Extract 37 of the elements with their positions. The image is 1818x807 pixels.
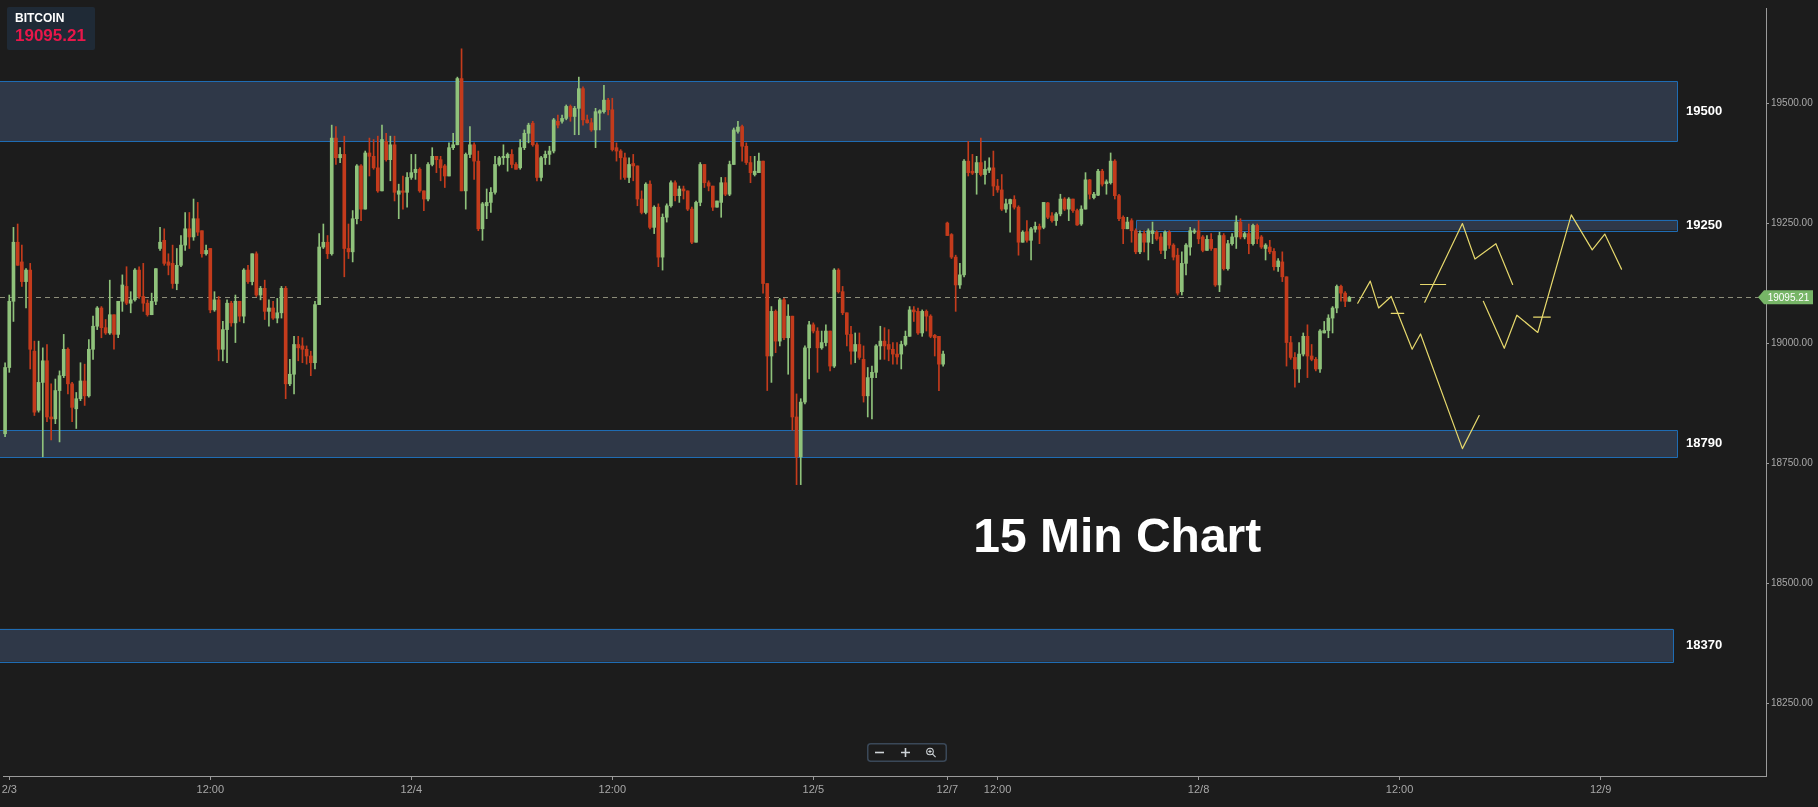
x-tick-label: 12/8: [1187, 782, 1210, 795]
candlestick: [752, 155, 757, 177]
x-tick-label: 12:00: [983, 782, 1012, 795]
candlestick: [1008, 198, 1012, 233]
y-tick-label: 18250.00: [1771, 696, 1814, 708]
candlestick: [396, 183, 401, 220]
candlestick: [895, 342, 899, 365]
x-tick-label: 12/5: [802, 782, 825, 795]
y-tick-label: 19250.00: [1771, 216, 1814, 228]
candlestick: [296, 335, 301, 362]
candlestick: [40, 347, 45, 458]
x-tick-label: 12/9: [1589, 782, 1612, 795]
y-tick-label: 19000.00: [1771, 336, 1814, 348]
chart-title: BITCOIN: [15, 11, 66, 26]
text: 19095.21: [15, 26, 86, 46]
y-tick-label: 18750.00: [1771, 456, 1814, 468]
candlestick: [267, 299, 271, 327]
candlestick: [338, 147, 342, 163]
x-tick-label: 12:00: [1385, 782, 1414, 795]
x-tick-label: 12/7: [936, 782, 959, 795]
x-tick-label: 12:00: [598, 782, 627, 795]
x-tick-label: 2/3: [1, 782, 17, 795]
candlestick: [631, 154, 636, 182]
candlestick: [401, 175, 405, 210]
candlestick: [886, 329, 891, 362]
band-label: 18790: [1686, 435, 1723, 451]
band-label: 18370: [1686, 636, 1723, 652]
y-tick-label: 19500.00: [1771, 96, 1814, 108]
band-label: 19250: [1686, 216, 1723, 232]
y-tick-label: 18500.00: [1771, 576, 1814, 588]
candlestick: [141, 263, 146, 312]
ref-line-label: 19095.21: [1767, 291, 1810, 303]
band-label: 19500: [1686, 103, 1723, 119]
candlestick: [618, 149, 623, 180]
x-tick-label: 12:00: [196, 782, 225, 795]
annotation: 15 Min Chart: [973, 508, 1262, 562]
x-tick-label: 12/4: [400, 782, 423, 795]
